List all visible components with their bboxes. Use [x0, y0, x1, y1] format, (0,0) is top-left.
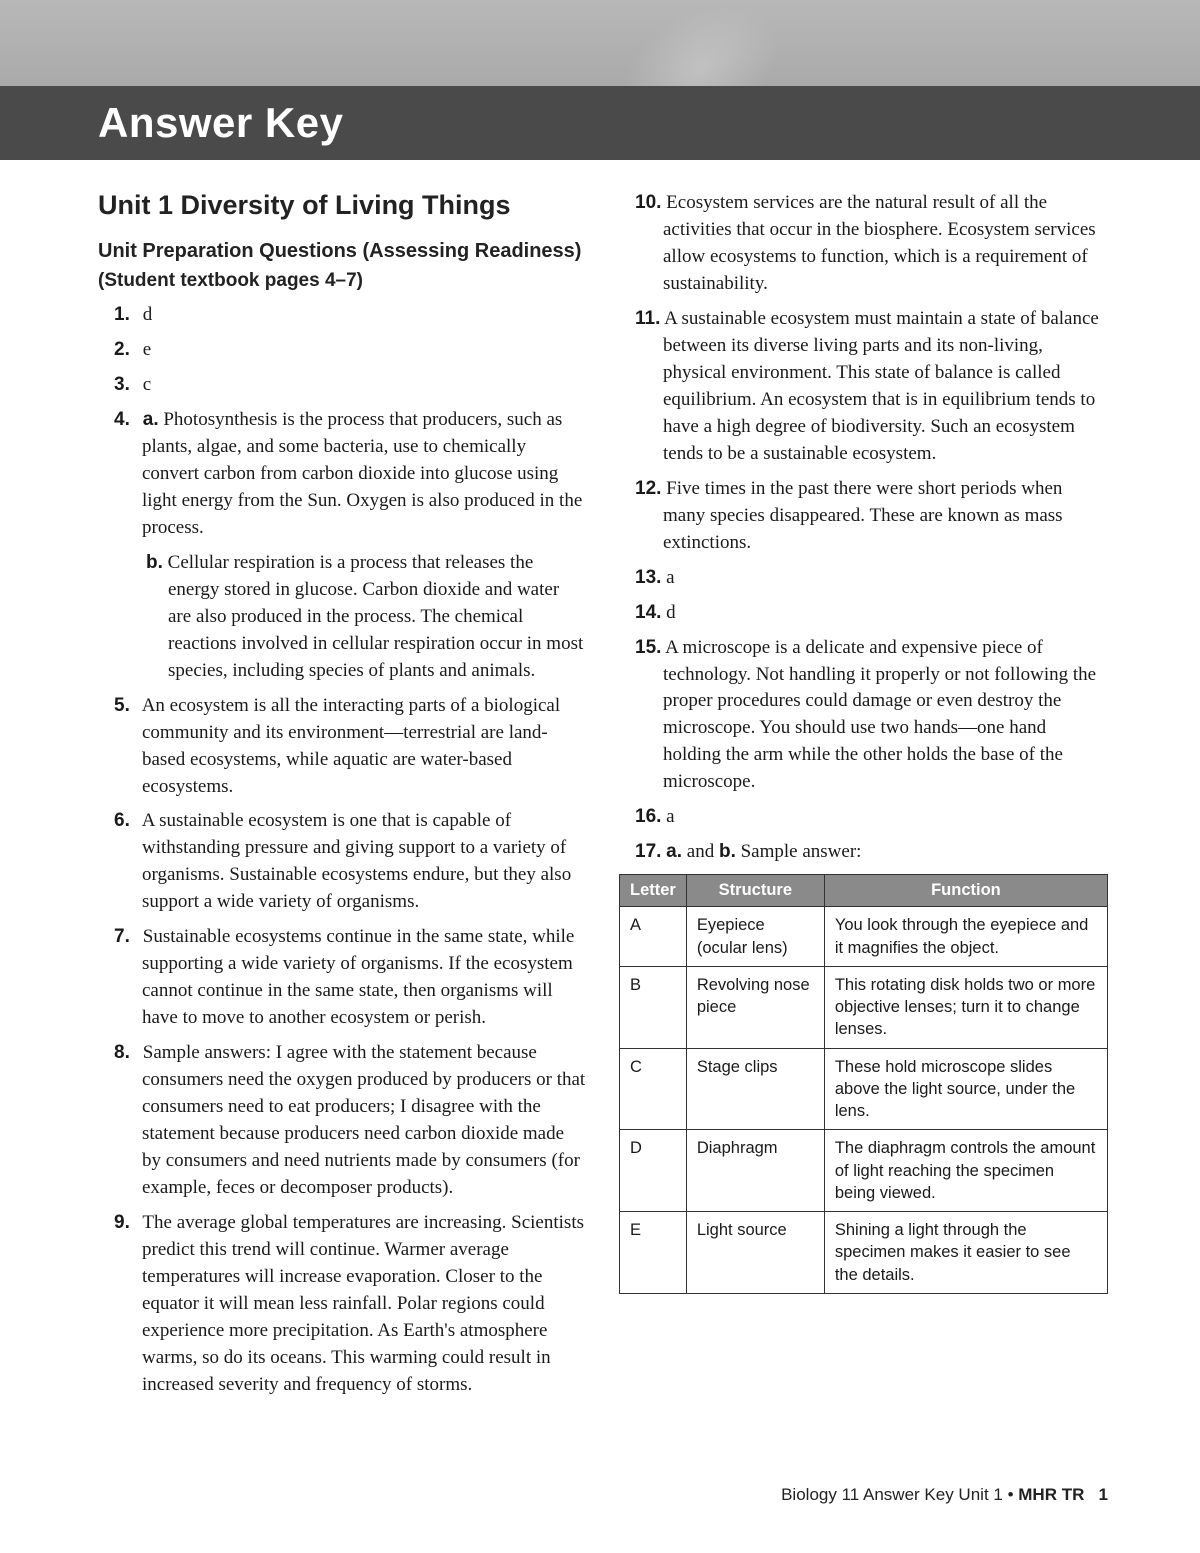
table-cell: D — [620, 1130, 687, 1212]
answer-number: 2. — [114, 337, 138, 364]
table-cell: This rotating disk holds two or more obj… — [824, 966, 1107, 1048]
answer-4a: 4. a. Photosynthesis is the process that… — [98, 407, 587, 542]
sub-letter: a. — [666, 841, 682, 862]
table-row: D Diaphragm The diaphragm controls the a… — [620, 1130, 1108, 1212]
answer-text: d — [143, 304, 153, 325]
page-title: Answer Key — [98, 99, 343, 147]
answer-10: 10. Ecosystem services are the natural r… — [619, 190, 1108, 298]
answer-number: 8. — [114, 1040, 138, 1067]
answer-text: The average global temperatures are incr… — [142, 1212, 584, 1395]
answer-text: A sustainable ecosystem is one that is c… — [142, 810, 572, 912]
table-cell: Revolving nose piece — [686, 966, 824, 1048]
answer-1: 1. d — [98, 302, 587, 329]
table-row: C Stage clips These hold microscope slid… — [620, 1048, 1108, 1130]
answer-16: 16. a — [619, 804, 1108, 831]
page-footer: Biology 11 Answer Key Unit 1 • MHR TR 1 — [781, 1485, 1108, 1505]
answer-9: 9. The average global temperatures are i… — [98, 1210, 587, 1399]
table-header: Letter — [620, 875, 687, 907]
table-cell: C — [620, 1048, 687, 1130]
answer-text: Sustainable ecosystems continue in the s… — [142, 926, 574, 1028]
microscope-table: Letter Structure Function A Eyepiece (oc… — [619, 874, 1108, 1294]
table-cell: Diaphragm — [686, 1130, 824, 1212]
table-row: E Light source Shining a light through t… — [620, 1212, 1108, 1294]
answer-text: Sample answer: — [736, 841, 862, 862]
sub-letter: b. — [146, 552, 163, 573]
answer-text: Photosynthesis is the process that produ… — [142, 409, 582, 538]
page-number: 1 — [1099, 1485, 1108, 1504]
answer-7: 7. Sustainable ecosystems continue in th… — [98, 924, 587, 1032]
answer-15: 15. A microscope is a delicate and expen… — [619, 635, 1108, 797]
table-header: Structure — [686, 875, 824, 907]
answer-text: An ecosystem is all the interacting part… — [142, 695, 560, 797]
table-cell: These hold microscope slides above the l… — [824, 1048, 1107, 1130]
answer-11: 11. A sustainable ecosystem must maintai… — [619, 306, 1108, 468]
table-row: B Revolving nose piece This rotating dis… — [620, 966, 1108, 1048]
footer-text: Biology 11 Answer Key Unit 1 • — [781, 1485, 1018, 1504]
table-header-row: Letter Structure Function — [620, 875, 1108, 907]
page-header-background: Answer Key — [0, 0, 1200, 160]
table-cell: Stage clips — [686, 1048, 824, 1130]
answer-text: e — [143, 339, 151, 360]
answer-number: 3. — [114, 372, 138, 399]
answer-text: Cellular respiration is a process that r… — [168, 552, 584, 681]
answer-text: Ecosystem services are the natural resul… — [663, 192, 1096, 294]
answer-6: 6. A sustainable ecosystem is one that i… — [98, 808, 587, 916]
table-row: A Eyepiece (ocular lens) You look throug… — [620, 907, 1108, 967]
answer-text: a — [666, 806, 674, 827]
answer-number: 14. — [635, 600, 661, 627]
answer-number: 9. — [114, 1210, 138, 1237]
answer-2: 2. e — [98, 337, 587, 364]
sub-letter: b. — [719, 841, 736, 862]
answer-text: A microscope is a delicate and expensive… — [663, 637, 1096, 793]
table-cell: Eyepiece (ocular lens) — [686, 907, 824, 967]
answer-number: 4. — [114, 407, 138, 434]
table-cell: You look through the eyepiece and it mag… — [824, 907, 1107, 967]
answer-12: 12. Five times in the past there were sh… — [619, 476, 1108, 557]
answer-4b: b. Cellular respiration is a process tha… — [98, 550, 587, 685]
answer-number: 6. — [114, 808, 138, 835]
answer-number: 17. — [635, 839, 661, 866]
answer-text: a — [666, 567, 674, 588]
page-reference: (Student textbook pages 4–7) — [98, 270, 587, 292]
footer-publisher: MHR TR — [1018, 1485, 1084, 1504]
unit-title: Unit 1 Diversity of Living Things — [98, 190, 587, 221]
answer-number: 5. — [114, 693, 138, 720]
answer-number: 16. — [635, 804, 661, 831]
answer-number: 15. — [635, 635, 661, 662]
table-cell: E — [620, 1212, 687, 1294]
answer-5: 5. An ecosystem is all the interacting p… — [98, 693, 587, 801]
answer-number: 7. — [114, 924, 138, 951]
answer-number: 11. — [635, 306, 660, 333]
table-cell: B — [620, 966, 687, 1048]
answer-8: 8. Sample answers: I agree with the stat… — [98, 1040, 587, 1202]
sub-letter: a. — [143, 409, 159, 430]
answer-number: 1. — [114, 302, 138, 329]
answer-text: A sustainable ecosystem must maintain a … — [663, 308, 1099, 464]
answer-number: 12. — [635, 476, 661, 503]
table-cell: A — [620, 907, 687, 967]
answer-14: 14. d — [619, 600, 1108, 627]
content-area: Unit 1 Diversity of Living Things Unit P… — [0, 160, 1200, 1440]
answer-13: 13. a — [619, 565, 1108, 592]
answer-17: 17. a. and b. Sample answer: — [619, 839, 1108, 866]
table-cell: Shining a light through the specimen mak… — [824, 1212, 1107, 1294]
answer-3: 3. c — [98, 372, 587, 399]
table-header: Function — [824, 875, 1107, 907]
answer-number: 13. — [635, 565, 661, 592]
answer-text: c — [143, 374, 151, 395]
title-bar: Answer Key — [0, 86, 1200, 160]
table-cell: The diaphragm controls the amount of lig… — [824, 1130, 1107, 1212]
answer-text: d — [666, 602, 676, 623]
section-heading: Unit Preparation Questions (Assessing Re… — [98, 239, 587, 264]
answer-text: Five times in the past there were short … — [663, 478, 1063, 553]
answer-number: 10. — [635, 190, 661, 217]
and-text: and — [682, 841, 719, 862]
table-cell: Light source — [686, 1212, 824, 1294]
answer-text: Sample answers: I agree with the stateme… — [142, 1042, 585, 1198]
